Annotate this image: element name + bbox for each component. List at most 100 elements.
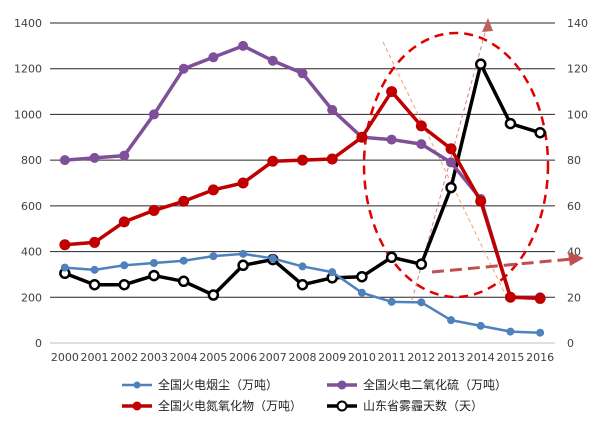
annotations bbox=[362, 18, 584, 301]
data-point bbox=[447, 316, 456, 325]
series-3 bbox=[59, 58, 546, 301]
y2-tick-label: 100 bbox=[567, 108, 588, 121]
data-point bbox=[356, 131, 368, 143]
data-point bbox=[385, 251, 398, 264]
data-point bbox=[179, 256, 188, 265]
legend-label: 全国火电氮氧化物（万吨） bbox=[158, 399, 303, 413]
y2-tick-label: 20 bbox=[567, 291, 581, 304]
x-tick-label: 2008 bbox=[289, 351, 317, 364]
y-tick-label: 1200 bbox=[14, 63, 42, 76]
x-tick-label: 2016 bbox=[526, 351, 554, 364]
x-tick-label: 2009 bbox=[318, 351, 346, 364]
legend-swatch-nox bbox=[120, 399, 154, 413]
y-tick-label: 1000 bbox=[14, 108, 42, 121]
series-layer bbox=[59, 40, 546, 337]
data-point bbox=[416, 139, 427, 150]
y2-tick-label: 80 bbox=[567, 154, 581, 167]
x-tick-label: 2013 bbox=[437, 351, 465, 364]
arrow-head-up bbox=[482, 18, 493, 32]
data-point bbox=[356, 270, 368, 283]
x-tick-label: 2002 bbox=[110, 351, 138, 364]
data-point bbox=[60, 263, 69, 272]
x-tick-label: 2014 bbox=[467, 351, 495, 364]
y-axis-left: 0 200 400 600 800 1000 1200 1400 bbox=[14, 17, 42, 350]
data-point bbox=[238, 40, 249, 51]
arrow-head-right bbox=[568, 252, 584, 266]
data-point bbox=[118, 216, 130, 228]
x-axis: 2000 2001 2002 2003 2004 2005 2006 2007 2008 2009… bbox=[51, 351, 554, 364]
series-2 bbox=[59, 86, 546, 304]
x-tick-label: 2000 bbox=[51, 351, 79, 364]
data-point bbox=[89, 152, 100, 163]
data-point bbox=[536, 328, 545, 337]
data-point bbox=[268, 254, 277, 263]
series-0 bbox=[60, 249, 545, 337]
data-point bbox=[386, 86, 398, 98]
data-point bbox=[208, 52, 219, 63]
y2-tick-label: 60 bbox=[567, 200, 581, 213]
data-point bbox=[207, 289, 220, 301]
series-line bbox=[64, 44, 541, 300]
x-tick-label: 2012 bbox=[407, 351, 435, 364]
data-point bbox=[534, 292, 546, 304]
series-1 bbox=[59, 40, 546, 303]
data-point bbox=[149, 259, 158, 267]
data-point bbox=[475, 195, 487, 207]
y2-tick-label: 0 bbox=[567, 337, 574, 350]
legend-item[interactable]: 山东省雾霾天数（天） bbox=[325, 397, 530, 414]
y-tick-label: 0 bbox=[35, 337, 42, 350]
trend-line-horizontal bbox=[431, 257, 573, 274]
legend-item[interactable]: 全国火电二氧化硫（万吨） bbox=[325, 376, 530, 393]
legend-swatch-haze bbox=[325, 399, 359, 413]
legend-item[interactable]: 全国火电氮氧化物（万吨） bbox=[120, 397, 325, 414]
legend-swatch-so2 bbox=[325, 378, 359, 392]
data-point bbox=[59, 239, 71, 251]
data-point bbox=[534, 126, 546, 139]
data-point bbox=[297, 68, 308, 79]
data-point bbox=[357, 288, 366, 297]
legend-label: 全国火电二氧化硫（万吨） bbox=[363, 378, 508, 392]
y-tick-label: 800 bbox=[21, 154, 42, 167]
data-point bbox=[417, 298, 426, 307]
data-point bbox=[326, 153, 338, 165]
x-tick-label: 2011 bbox=[378, 351, 406, 364]
data-point bbox=[328, 268, 337, 277]
y2-tick-label: 120 bbox=[567, 63, 588, 76]
data-point bbox=[207, 184, 219, 196]
legend-swatch-dust bbox=[120, 378, 154, 392]
x-tick-label: 2007 bbox=[259, 351, 287, 364]
highlight-ellipse bbox=[362, 31, 550, 299]
data-point bbox=[267, 155, 279, 167]
legend-item[interactable]: 全国火电烟尘（万吨） bbox=[120, 376, 325, 393]
data-point bbox=[89, 236, 101, 248]
data-point bbox=[504, 291, 516, 303]
data-point bbox=[209, 252, 218, 261]
data-point bbox=[474, 58, 487, 70]
trend-line-up bbox=[411, 21, 489, 301]
data-point bbox=[386, 134, 397, 145]
x-tick-label: 2004 bbox=[170, 351, 198, 364]
y-tick-label: 600 bbox=[21, 200, 42, 213]
data-point bbox=[177, 275, 190, 288]
legend-label: 全国火电烟尘（万吨） bbox=[158, 378, 279, 392]
data-point bbox=[327, 104, 338, 115]
data-point bbox=[119, 150, 130, 161]
data-point bbox=[148, 204, 160, 216]
data-point bbox=[298, 262, 307, 271]
y-tick-label: 1400 bbox=[14, 17, 42, 30]
x-tick-label: 2015 bbox=[496, 351, 524, 364]
data-point bbox=[178, 63, 189, 74]
data-point bbox=[88, 278, 101, 291]
data-point bbox=[118, 278, 131, 291]
data-point bbox=[90, 265, 99, 274]
data-point bbox=[178, 195, 190, 207]
y2-tick-label: 140 bbox=[567, 17, 588, 30]
data-point bbox=[148, 109, 159, 120]
data-point bbox=[476, 321, 485, 330]
data-point bbox=[504, 117, 517, 130]
data-point bbox=[237, 177, 249, 189]
data-point bbox=[148, 269, 160, 282]
x-tick-label: 2003 bbox=[140, 351, 168, 364]
